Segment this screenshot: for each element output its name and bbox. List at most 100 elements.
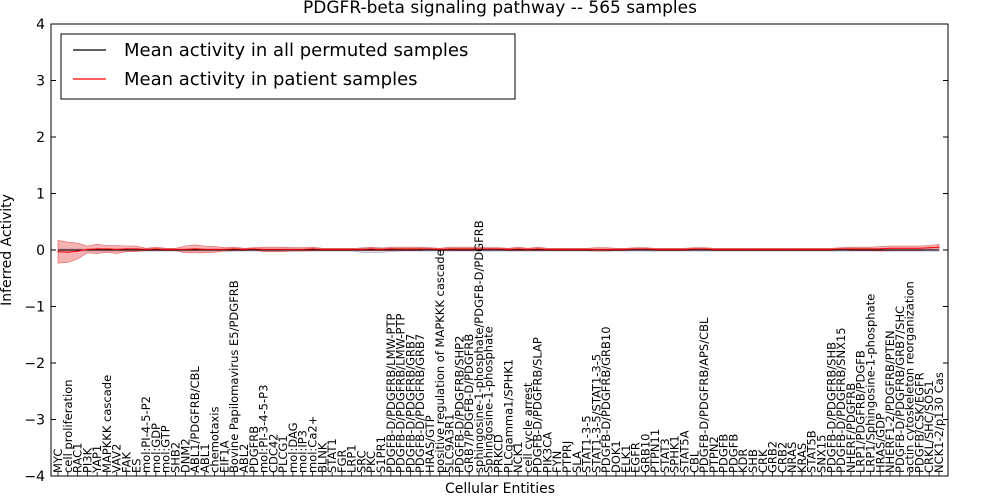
- x-tick-label: PDGFRB: [247, 426, 261, 473]
- patient-point: [674, 248, 676, 250]
- patient-point: [439, 248, 441, 250]
- x-tick-label: ABL1: [198, 443, 212, 472]
- patient-point: [830, 248, 832, 250]
- patient-point: [752, 248, 754, 250]
- patient-point: [664, 248, 666, 250]
- patient-point: [781, 248, 784, 250]
- x-tick-label: PKC: [364, 451, 378, 473]
- x-tick-label: KDR: [736, 449, 750, 473]
- patient-point: [693, 248, 695, 250]
- patient-point: [311, 248, 314, 250]
- patient-point: [321, 248, 323, 250]
- x-tick-label: PDGFB/CSK/EGFR: [912, 372, 926, 473]
- x-tick-label: mol:IP3: [296, 430, 310, 473]
- x-tick-label: HRAS/GDP: [873, 413, 887, 473]
- legend: Mean activity in all permuted samples Me…: [60, 33, 516, 100]
- x-tick-label: LRP1: [345, 444, 359, 473]
- x-tick-label: PDGFB-D/PDGFRB/SHP2: [452, 336, 466, 473]
- patient-point: [380, 248, 382, 250]
- y-tick-label: −3: [24, 413, 45, 429]
- patient-point: [840, 248, 842, 250]
- patient-point: [155, 248, 157, 250]
- x-tick-label: MAPKKK cascade: [100, 375, 114, 473]
- patient-point: [928, 247, 930, 249]
- x-tick-label: PDGFB-D/PDGFRB/GRB7: [413, 334, 427, 473]
- patient-point: [243, 248, 245, 250]
- patient-point: [67, 251, 69, 253]
- x-tick-label: CRK: [756, 449, 770, 473]
- x-tick-label: SHB2: [169, 442, 183, 473]
- x-tick-label: SNX15: [815, 435, 829, 473]
- patient-point: [488, 248, 490, 250]
- legend-patient-label: Mean activity in patient samples: [124, 69, 418, 90]
- x-tick-label: YAP1: [90, 445, 104, 474]
- x-tick-label: NRAS: [785, 442, 799, 473]
- x-tick-label: STAT3: [658, 438, 672, 473]
- x-tick-label: sphingosine-1-phosphate/PDGFB-D/PDGFRB: [472, 220, 486, 473]
- x-tick-label: PDGFB-D/PDGFRB/GRB7/SHC: [893, 306, 907, 473]
- patient-point: [713, 248, 715, 250]
- patient-point: [644, 248, 646, 250]
- x-tick-label: ABL1/PDGFRB/CBL: [188, 366, 202, 473]
- patient-point: [125, 248, 128, 250]
- patient-point: [918, 247, 921, 249]
- x-tick-label: PDGFB: [717, 434, 731, 473]
- x-tick-label: PDGFB-D/PDGFRB/GRB10: [599, 326, 613, 473]
- patient-point: [360, 248, 363, 250]
- x-tick-label: mol:DAG: [286, 422, 300, 473]
- x-tick-label: DNM2: [178, 438, 192, 473]
- x-tick-label: FGR: [335, 449, 349, 473]
- x-tick-label: PLCG1: [276, 435, 290, 473]
- x-tick-label: mol:Ca2+: [306, 416, 320, 473]
- patient-point: [184, 248, 186, 250]
- patient-point: [233, 248, 235, 250]
- x-tick-label: ELK1: [619, 445, 633, 474]
- x-tick-label: STAT1-3-5: [580, 415, 594, 473]
- patient-point: [732, 248, 735, 250]
- patient-point: [683, 248, 686, 250]
- patient-point: [390, 248, 392, 250]
- x-tick-label: STAT1-3-5/STAT1-3-5: [589, 354, 603, 473]
- x-tick-label: GRB2: [766, 441, 780, 473]
- patient-point: [899, 247, 901, 249]
- patient-point: [272, 248, 274, 250]
- patient-point: [772, 248, 774, 250]
- x-tick-label: PDGFB-D/PDGFRB/GRB7: [403, 334, 417, 473]
- x-tick-label: BLNK: [315, 442, 329, 473]
- x-tick-label: SRC: [355, 450, 369, 473]
- patient-point: [174, 248, 177, 250]
- patient-point: [497, 248, 500, 250]
- x-tick-label: PLCgamma1/SPHK1: [501, 359, 515, 473]
- x-tick-label: Bovine Papilomavirus E5/PDGFRB: [227, 280, 241, 473]
- x-tick-label: mol:GDP: [149, 423, 163, 473]
- x-tick-label: PI3K: [80, 447, 94, 473]
- patient-point: [869, 248, 872, 250]
- x-tick-label: EIF1A: [217, 440, 231, 473]
- x-tick-label: FYN: [550, 451, 564, 473]
- legend-permuted-label: Mean activity in all permuted samples: [124, 40, 468, 61]
- patient-point: [801, 248, 803, 250]
- x-tick-label: NCK1: [511, 442, 525, 474]
- patient-point: [468, 248, 470, 250]
- x-tick-label: SLA: [570, 451, 584, 473]
- x-tick-label: PDGFB-D/PDGFRB/LMW-PTP: [394, 313, 408, 472]
- y-tick-label: −4: [24, 469, 45, 485]
- patient-point: [96, 248, 98, 250]
- y-tick-label: 1: [36, 187, 45, 203]
- patient-point: [811, 248, 813, 250]
- patient-point: [400, 248, 402, 250]
- patient-point: [135, 248, 137, 250]
- x-tick-label: chemotaxis: [208, 406, 222, 472]
- patient-point: [625, 248, 627, 250]
- x-tick-label: cell cycle arrest: [521, 382, 535, 473]
- patient-point: [331, 248, 333, 250]
- x-tick-label: positive regulation of MAPKKK cascade: [433, 249, 447, 473]
- x-tick-label: STAT5A: [678, 430, 692, 473]
- x-tick-label: HRAS/GTP: [423, 415, 437, 473]
- x-tick-label: STAT5B: [805, 430, 819, 473]
- patient-point: [302, 248, 304, 250]
- x-tick-label: mol:PI-3-4-5-P3: [257, 385, 271, 473]
- x-tick-label: NCK1-2/p130 Cas: [932, 372, 946, 473]
